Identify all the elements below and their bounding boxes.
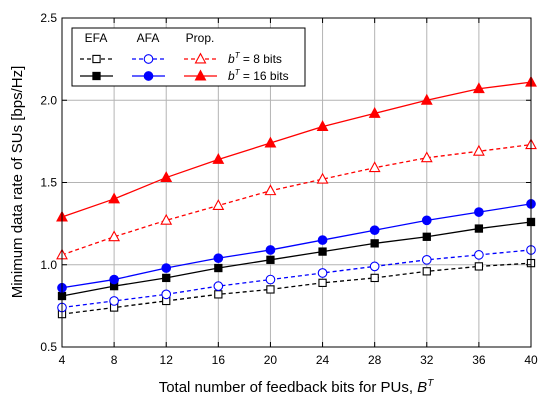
data-point-prop-16bits: [264, 136, 277, 148]
data-point-prop-8bits: [212, 199, 225, 210]
legend-header-efa: EFA: [85, 31, 108, 45]
y-tick-label: 2.0: [40, 93, 57, 107]
data-point-prop-16bits: [160, 171, 173, 183]
data-point-afa-8bits: [421, 254, 432, 265]
data-point-efa-16bits: [370, 239, 379, 248]
data-point-afa-16bits: [369, 225, 380, 236]
data-point-efa-16bits: [422, 232, 431, 241]
data-point-prop-16bits: [368, 106, 381, 118]
legend-label-8bits: bT = 8 bits: [228, 51, 282, 66]
series-line-prop-16bits: [61, 81, 532, 218]
legend-marker-afa-16bits: [143, 71, 154, 81]
data-point-afa-8bits: [213, 281, 224, 291]
data-point-prop-16bits: [316, 120, 329, 132]
data-point-afa-8bits: [474, 250, 484, 260]
data-point-efa-16bits: [266, 255, 275, 264]
x-axis-label-text: Total number of feedback bits for PUs,: [159, 379, 417, 396]
data-point-prop-8bits: [108, 230, 121, 242]
x-tick-label: 20: [264, 353, 278, 367]
data-point-prop-16bits: [108, 192, 121, 204]
axis-ticks: 4 8 12 16 20 24 28 32 36 40 0.5 1.0 1.5 2.0 2.5: [40, 11, 538, 367]
data-point-afa-16bits: [109, 274, 119, 285]
x-tick-label: 32: [420, 353, 434, 367]
data-point-afa-8bits: [369, 261, 380, 272]
legend-header-prop: Prop.: [186, 31, 215, 45]
x-axis-label-sup: T: [427, 378, 434, 389]
data-point-afa-8bits: [109, 296, 119, 306]
x-tick-label: 8: [111, 353, 118, 367]
legend-marker-efa-16bits: [92, 71, 101, 81]
x-axis-label-sym: B: [417, 379, 427, 396]
legend-marker-prop-16bits: [194, 69, 207, 81]
legend-marker-afa-8bits: [143, 54, 154, 64]
legend-label-8bits-sup: T: [235, 51, 241, 60]
data-point-efa-8bits: [266, 285, 275, 294]
y-tick-label: 1.5: [40, 176, 57, 190]
series-line-efa-16bits: [61, 221, 532, 297]
data-point-prop-8bits: [420, 151, 433, 163]
legend-label-16bits-text: = 16 bits: [240, 69, 289, 83]
legend-label-8bits-sym: b: [228, 52, 235, 66]
legend-label-16bits-sup: T: [235, 68, 241, 77]
data-point-afa-16bits: [474, 207, 484, 217]
data-point-efa-8bits: [474, 262, 484, 271]
data-point-afa-8bits: [265, 274, 276, 285]
data-point-prop-16bits: [420, 93, 433, 105]
y-tick-label: 0.5: [40, 340, 57, 354]
data-point-afa-16bits: [421, 215, 432, 226]
data-point-afa-16bits: [161, 263, 172, 273]
data-point-efa-8bits: [318, 278, 327, 287]
data-point-efa-8bits: [422, 267, 431, 276]
x-tick-label: 36: [472, 353, 486, 367]
data-point-prop-8bits: [264, 184, 277, 196]
data-point-prop-8bits: [316, 172, 329, 184]
data-point-efa-8bits: [214, 290, 223, 299]
legend-label-16bits: bT = 16 bits: [228, 68, 289, 83]
data-point-prop-8bits: [160, 213, 173, 225]
x-tick-label: 24: [316, 353, 330, 367]
y-tick-label: 2.5: [40, 11, 57, 25]
series-line-efa-8bits: [61, 262, 532, 315]
data-point-afa-16bits: [317, 235, 328, 245]
data-point-efa-16bits: [162, 273, 171, 283]
data-point-efa-16bits: [318, 247, 327, 256]
data-point-efa-16bits: [474, 224, 484, 233]
x-tick-label: 40: [524, 353, 538, 367]
y-axis-label: Minimum data rate of SUs [bps/Hz]: [9, 66, 26, 299]
legend-header-afa: AFA: [137, 31, 160, 45]
y-tick-label: 1.0: [40, 258, 57, 272]
series-line-prop-8bits: [61, 144, 532, 256]
x-tick-label: 16: [212, 353, 226, 367]
series-line-afa-8bits: [61, 249, 532, 309]
legend-label-8bits-text: = 8 bits: [240, 52, 282, 66]
data-point-prop-16bits: [472, 82, 485, 94]
x-tick-label: 4: [59, 353, 66, 367]
legend: EFA AFA Prop. bT = 8 bits bT = 16 bits: [71, 27, 306, 87]
data-point-afa-8bits: [317, 268, 328, 278]
data-point-efa-8bits: [370, 273, 379, 283]
data-point-efa-16bits: [214, 263, 223, 273]
legend-marker-efa-8bits: [92, 54, 101, 64]
data-point-afa-8bits: [161, 289, 172, 300]
data-point-prop-16bits: [212, 153, 225, 164]
data-point-prop-8bits: [472, 144, 485, 156]
series-line-afa-16bits: [61, 203, 532, 289]
data-point-afa-16bits: [265, 245, 276, 255]
data-point-afa-16bits: [213, 253, 224, 264]
series-group: [56, 75, 537, 319]
data-point-prop-8bits: [368, 161, 381, 173]
x-tick-label: 12: [160, 353, 174, 367]
legend-marker-prop-8bits: [194, 52, 207, 64]
x-axis-label: Total number of feedback bits for PUs, B…: [159, 378, 434, 396]
legend-label-16bits-sym: b: [228, 69, 235, 83]
x-tick-label: 28: [368, 353, 382, 367]
